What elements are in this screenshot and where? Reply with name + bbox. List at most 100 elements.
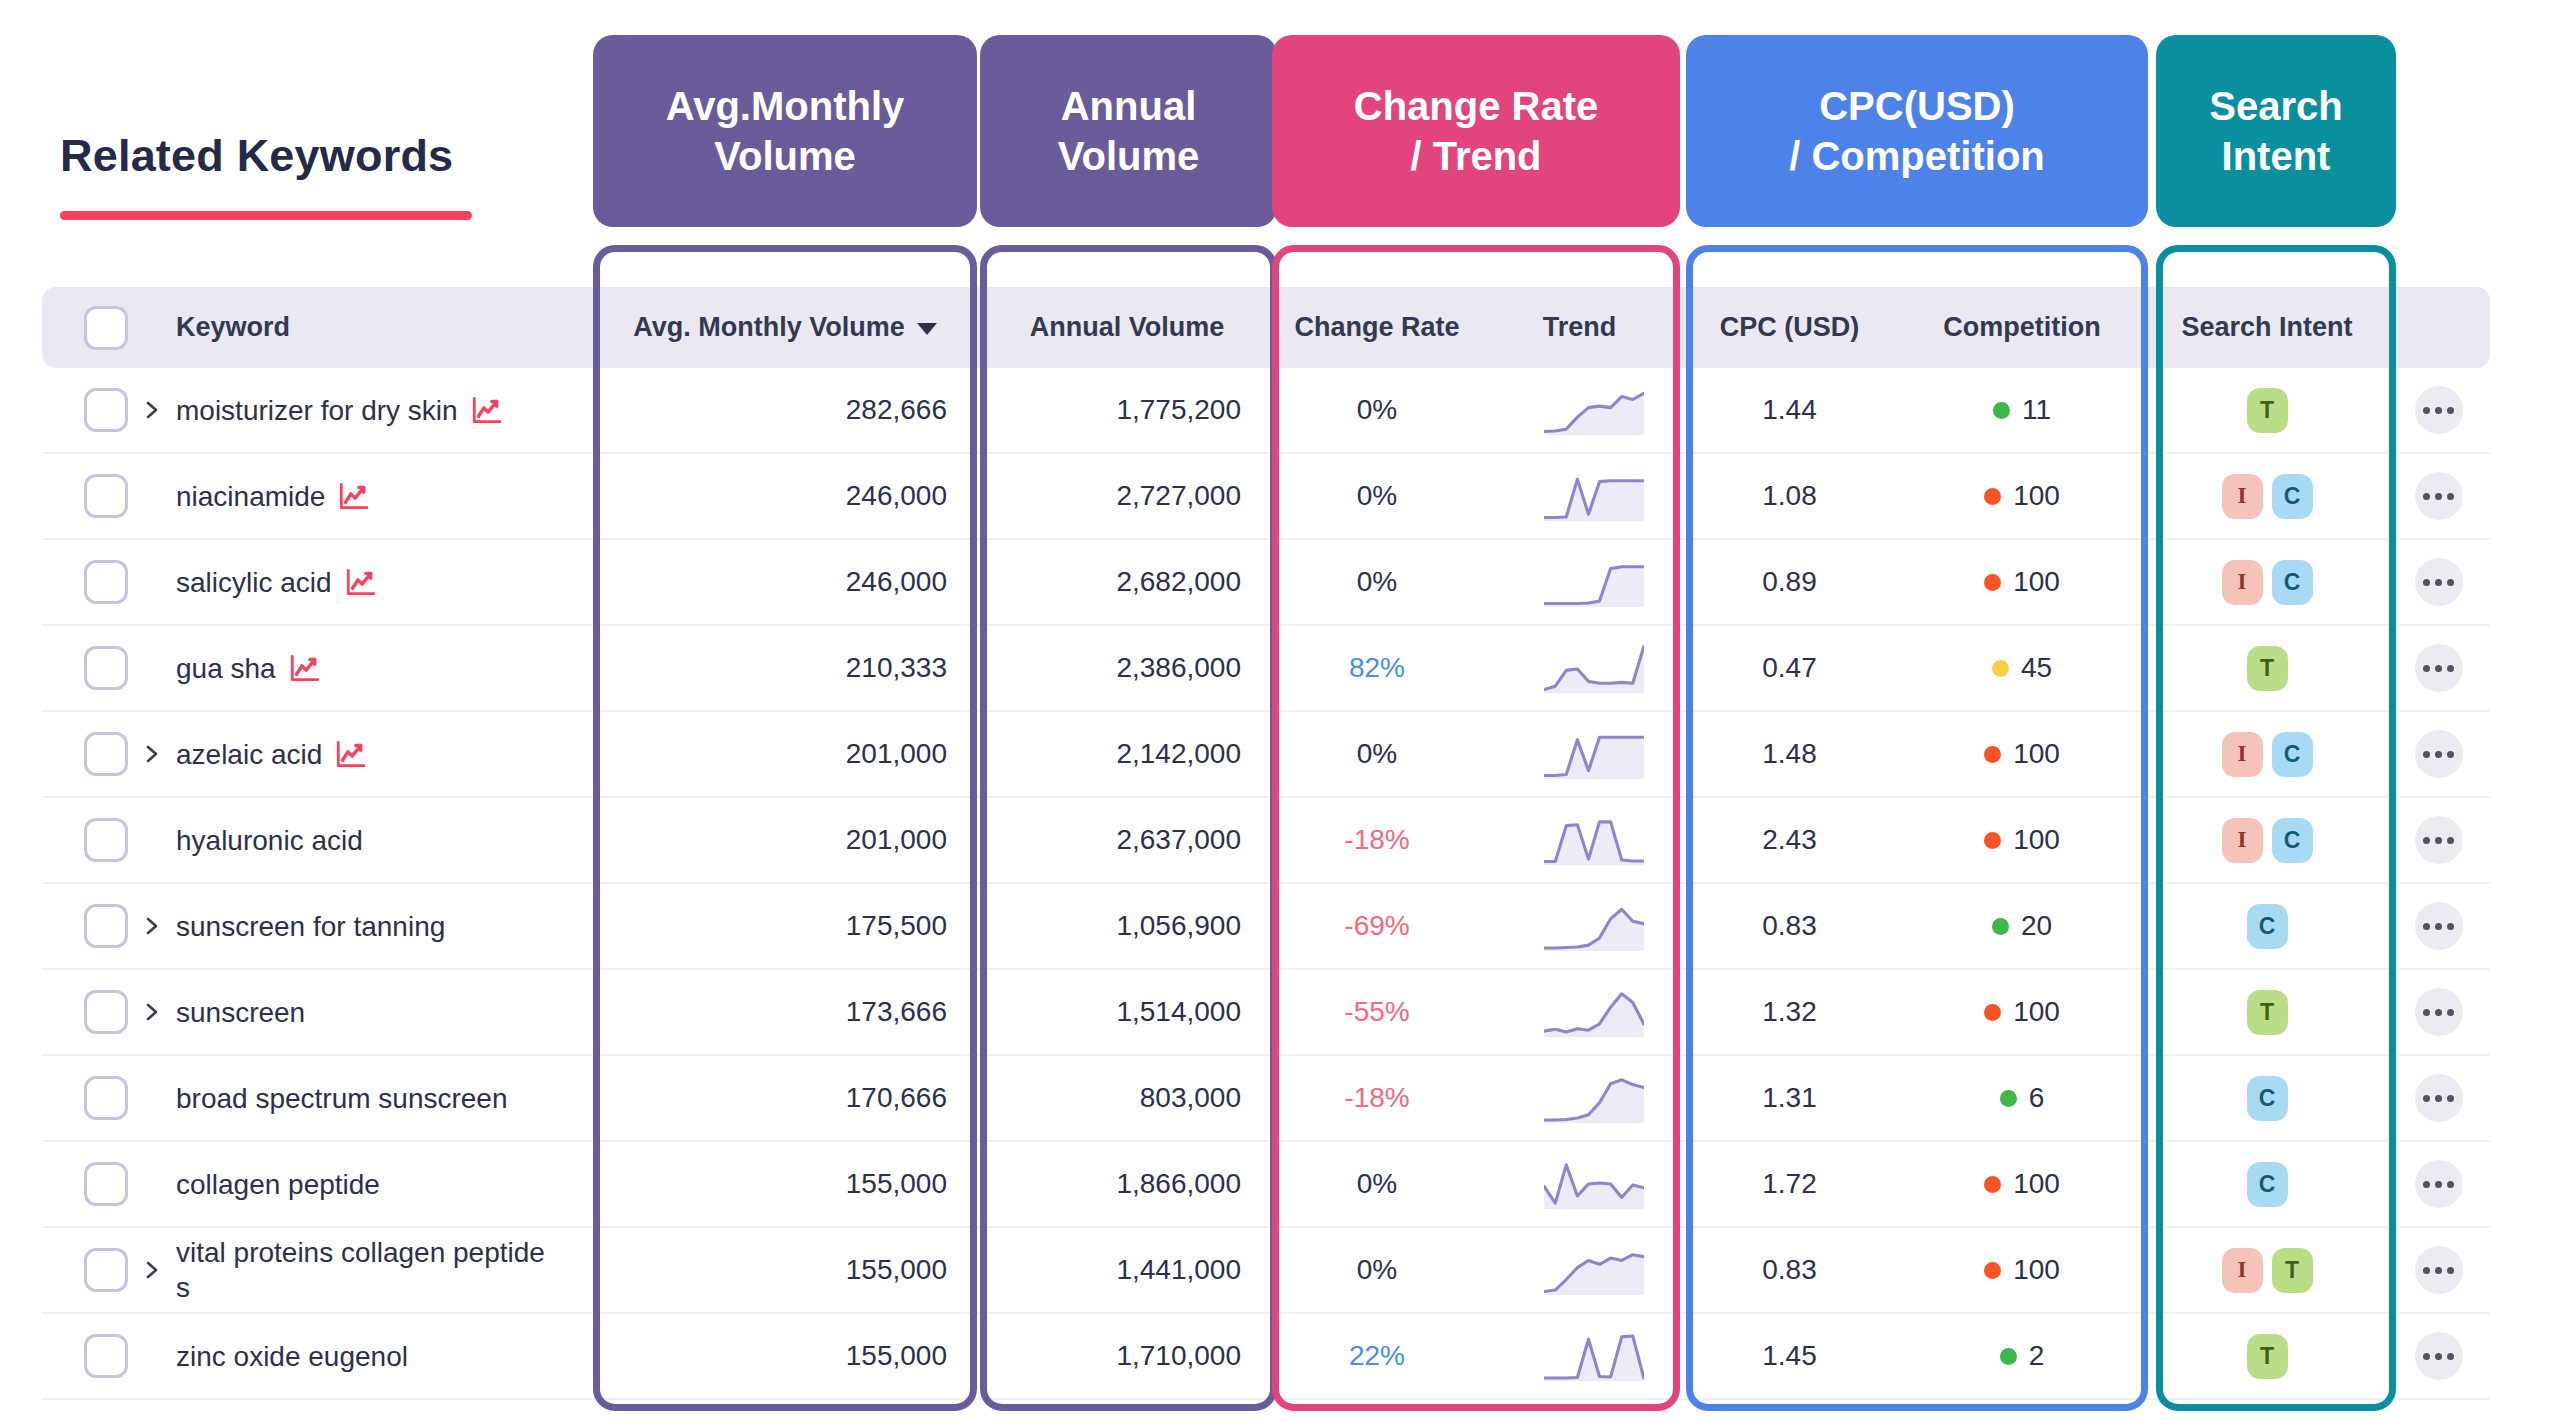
- row-actions-button[interactable]: [2415, 1332, 2463, 1380]
- intent-badge-C: C: [2272, 474, 2313, 519]
- avg-monthly-volume-value: 173,666: [593, 996, 977, 1028]
- row-checkbox[interactable]: [84, 990, 128, 1034]
- row-checkbox[interactable]: [84, 1162, 128, 1206]
- column-header-annual-volume: Annual Volume: [1030, 312, 1225, 343]
- row-actions-button[interactable]: [2415, 644, 2463, 692]
- table-row: sunscreen for tanning 175,500 1,056,900 …: [42, 884, 2490, 970]
- badge-line: CPC(USD): [1819, 81, 2015, 131]
- table-row: niacinamide 246,000 2,727,000 0% 1.08 10…: [42, 454, 2490, 540]
- cpc-value: 2.43: [1682, 824, 1897, 856]
- row-checkbox[interactable]: [84, 560, 128, 604]
- search-intent-badges: C: [2147, 1076, 2387, 1121]
- intent-badge-T: T: [2247, 1334, 2288, 1379]
- table-body: moisturizer for dry skin 282,666 1,775,2…: [42, 368, 2490, 1400]
- row-actions-button[interactable]: [2415, 1160, 2463, 1208]
- competition-level-dot: [1984, 746, 2001, 763]
- annual-volume-value: 1,866,000: [977, 1168, 1277, 1200]
- keyword-trend-chart-icon[interactable]: [344, 567, 376, 597]
- row-checkbox[interactable]: [84, 388, 128, 432]
- row-checkbox[interactable]: [84, 904, 128, 948]
- expand-row-chevron-icon[interactable]: [140, 398, 164, 422]
- annual-volume-value: 2,386,000: [977, 652, 1277, 684]
- trend-sparkline: [1544, 1157, 1644, 1211]
- change-rate-value: 0%: [1277, 566, 1477, 598]
- annual-volume-value: 1,514,000: [977, 996, 1277, 1028]
- table-row: broad spectrum sunscreen 170,666 803,000…: [42, 1056, 2490, 1142]
- keyword-label: sunscreen for tanning: [176, 909, 445, 944]
- trend-sparkline: [1544, 899, 1644, 953]
- badge-line: Volume: [714, 131, 856, 181]
- row-actions-button[interactable]: [2415, 558, 2463, 606]
- row-checkbox[interactable]: [84, 1334, 128, 1378]
- badge-line: Avg.Monthly: [666, 81, 905, 131]
- annual-volume-value: 2,727,000: [977, 480, 1277, 512]
- expand-row-chevron-icon[interactable]: [140, 1258, 164, 1282]
- row-checkbox[interactable]: [84, 732, 128, 776]
- trend-sparkline: [1544, 469, 1644, 523]
- expand-row-chevron-icon[interactable]: [140, 914, 164, 938]
- trend-sparkline: [1544, 1071, 1644, 1125]
- avg-monthly-volume-value: 175,500: [593, 910, 977, 942]
- intent-badge-T: T: [2247, 990, 2288, 1035]
- row-actions-button[interactable]: [2415, 902, 2463, 950]
- expand-row-chevron-icon[interactable]: [140, 1000, 164, 1024]
- column-header-avg-monthly-volume[interactable]: Avg. Monthly Volume: [593, 312, 977, 343]
- competition-level-dot: [1984, 488, 2001, 505]
- select-all-checkbox[interactable]: [84, 306, 128, 350]
- keyword-trend-chart-icon[interactable]: [337, 481, 369, 511]
- keyword-trend-chart-icon[interactable]: [470, 395, 502, 425]
- row-actions-button[interactable]: [2415, 386, 2463, 434]
- expand-row-chevron-icon[interactable]: [140, 742, 164, 766]
- keyword-trend-chart-icon[interactable]: [334, 739, 366, 769]
- annual-volume-value: 2,682,000: [977, 566, 1277, 598]
- row-checkbox[interactable]: [84, 1076, 128, 1120]
- intent-badge-C: C: [2247, 1162, 2288, 1207]
- row-checkbox[interactable]: [84, 1248, 128, 1292]
- competition-value: 20: [2021, 910, 2052, 942]
- cpc-value: 0.83: [1682, 1254, 1897, 1286]
- search-intent-badges: C: [2147, 904, 2387, 949]
- annual-volume-value: 803,000: [977, 1082, 1277, 1114]
- row-checkbox[interactable]: [84, 646, 128, 690]
- badge-line: Annual: [1061, 81, 1197, 131]
- change-rate-value: -18%: [1277, 824, 1477, 856]
- competition-level-dot: [1993, 402, 2010, 419]
- badge-line: Search: [2209, 81, 2342, 131]
- change-rate-value: -18%: [1277, 1082, 1477, 1114]
- change-rate-value: 0%: [1277, 738, 1477, 770]
- trend-sparkline: [1544, 1329, 1644, 1383]
- row-actions-button[interactable]: [2415, 816, 2463, 864]
- intent-badge-I: I: [2222, 818, 2263, 863]
- row-actions-button[interactable]: [2415, 730, 2463, 778]
- row-actions-button[interactable]: [2415, 1074, 2463, 1122]
- row-checkbox[interactable]: [84, 818, 128, 862]
- competition-value: 11: [2022, 394, 2051, 426]
- search-intent-badges: IC: [2147, 732, 2387, 777]
- cpc-value: 1.31: [1682, 1082, 1897, 1114]
- table-row: hyaluronic acid 201,000 2,637,000 -18% 2…: [42, 798, 2490, 884]
- keyword-label: niacinamide: [176, 479, 325, 514]
- intent-badge-I: I: [2222, 560, 2263, 605]
- avg-monthly-volume-value: 170,666: [593, 1082, 977, 1114]
- change-rate-value: 82%: [1277, 652, 1477, 684]
- row-actions-button[interactable]: [2415, 988, 2463, 1036]
- row-checkbox[interactable]: [84, 474, 128, 518]
- keyword-trend-chart-icon[interactable]: [288, 653, 320, 683]
- row-actions-button[interactable]: [2415, 1246, 2463, 1294]
- sort-descending-caret-icon: [917, 323, 937, 335]
- search-intent-badges: T: [2147, 646, 2387, 691]
- intent-badge-C: C: [2247, 1076, 2288, 1121]
- column-badge-change-rate-trend: Change Rate / Trend: [1272, 35, 1680, 227]
- intent-badge-C: C: [2247, 904, 2288, 949]
- page-title: Related Keywords: [60, 130, 453, 182]
- intent-badge-I: I: [2222, 1248, 2263, 1293]
- row-actions-button[interactable]: [2415, 472, 2463, 520]
- table-header-row: Keyword Avg. Monthly Volume Annual Volum…: [42, 287, 2490, 368]
- competition-level-dot: [1992, 660, 2009, 677]
- competition-level-dot: [1984, 1004, 2001, 1021]
- cpc-value: 0.89: [1682, 566, 1897, 598]
- table-row: gua sha 210,333 2,386,000 82% 0.47 45 T: [42, 626, 2490, 712]
- table-row: zinc oxide eugenol 155,000 1,710,000 22%…: [42, 1314, 2490, 1400]
- annual-volume-value: 2,142,000: [977, 738, 1277, 770]
- competition-value: 2: [2029, 1340, 2045, 1372]
